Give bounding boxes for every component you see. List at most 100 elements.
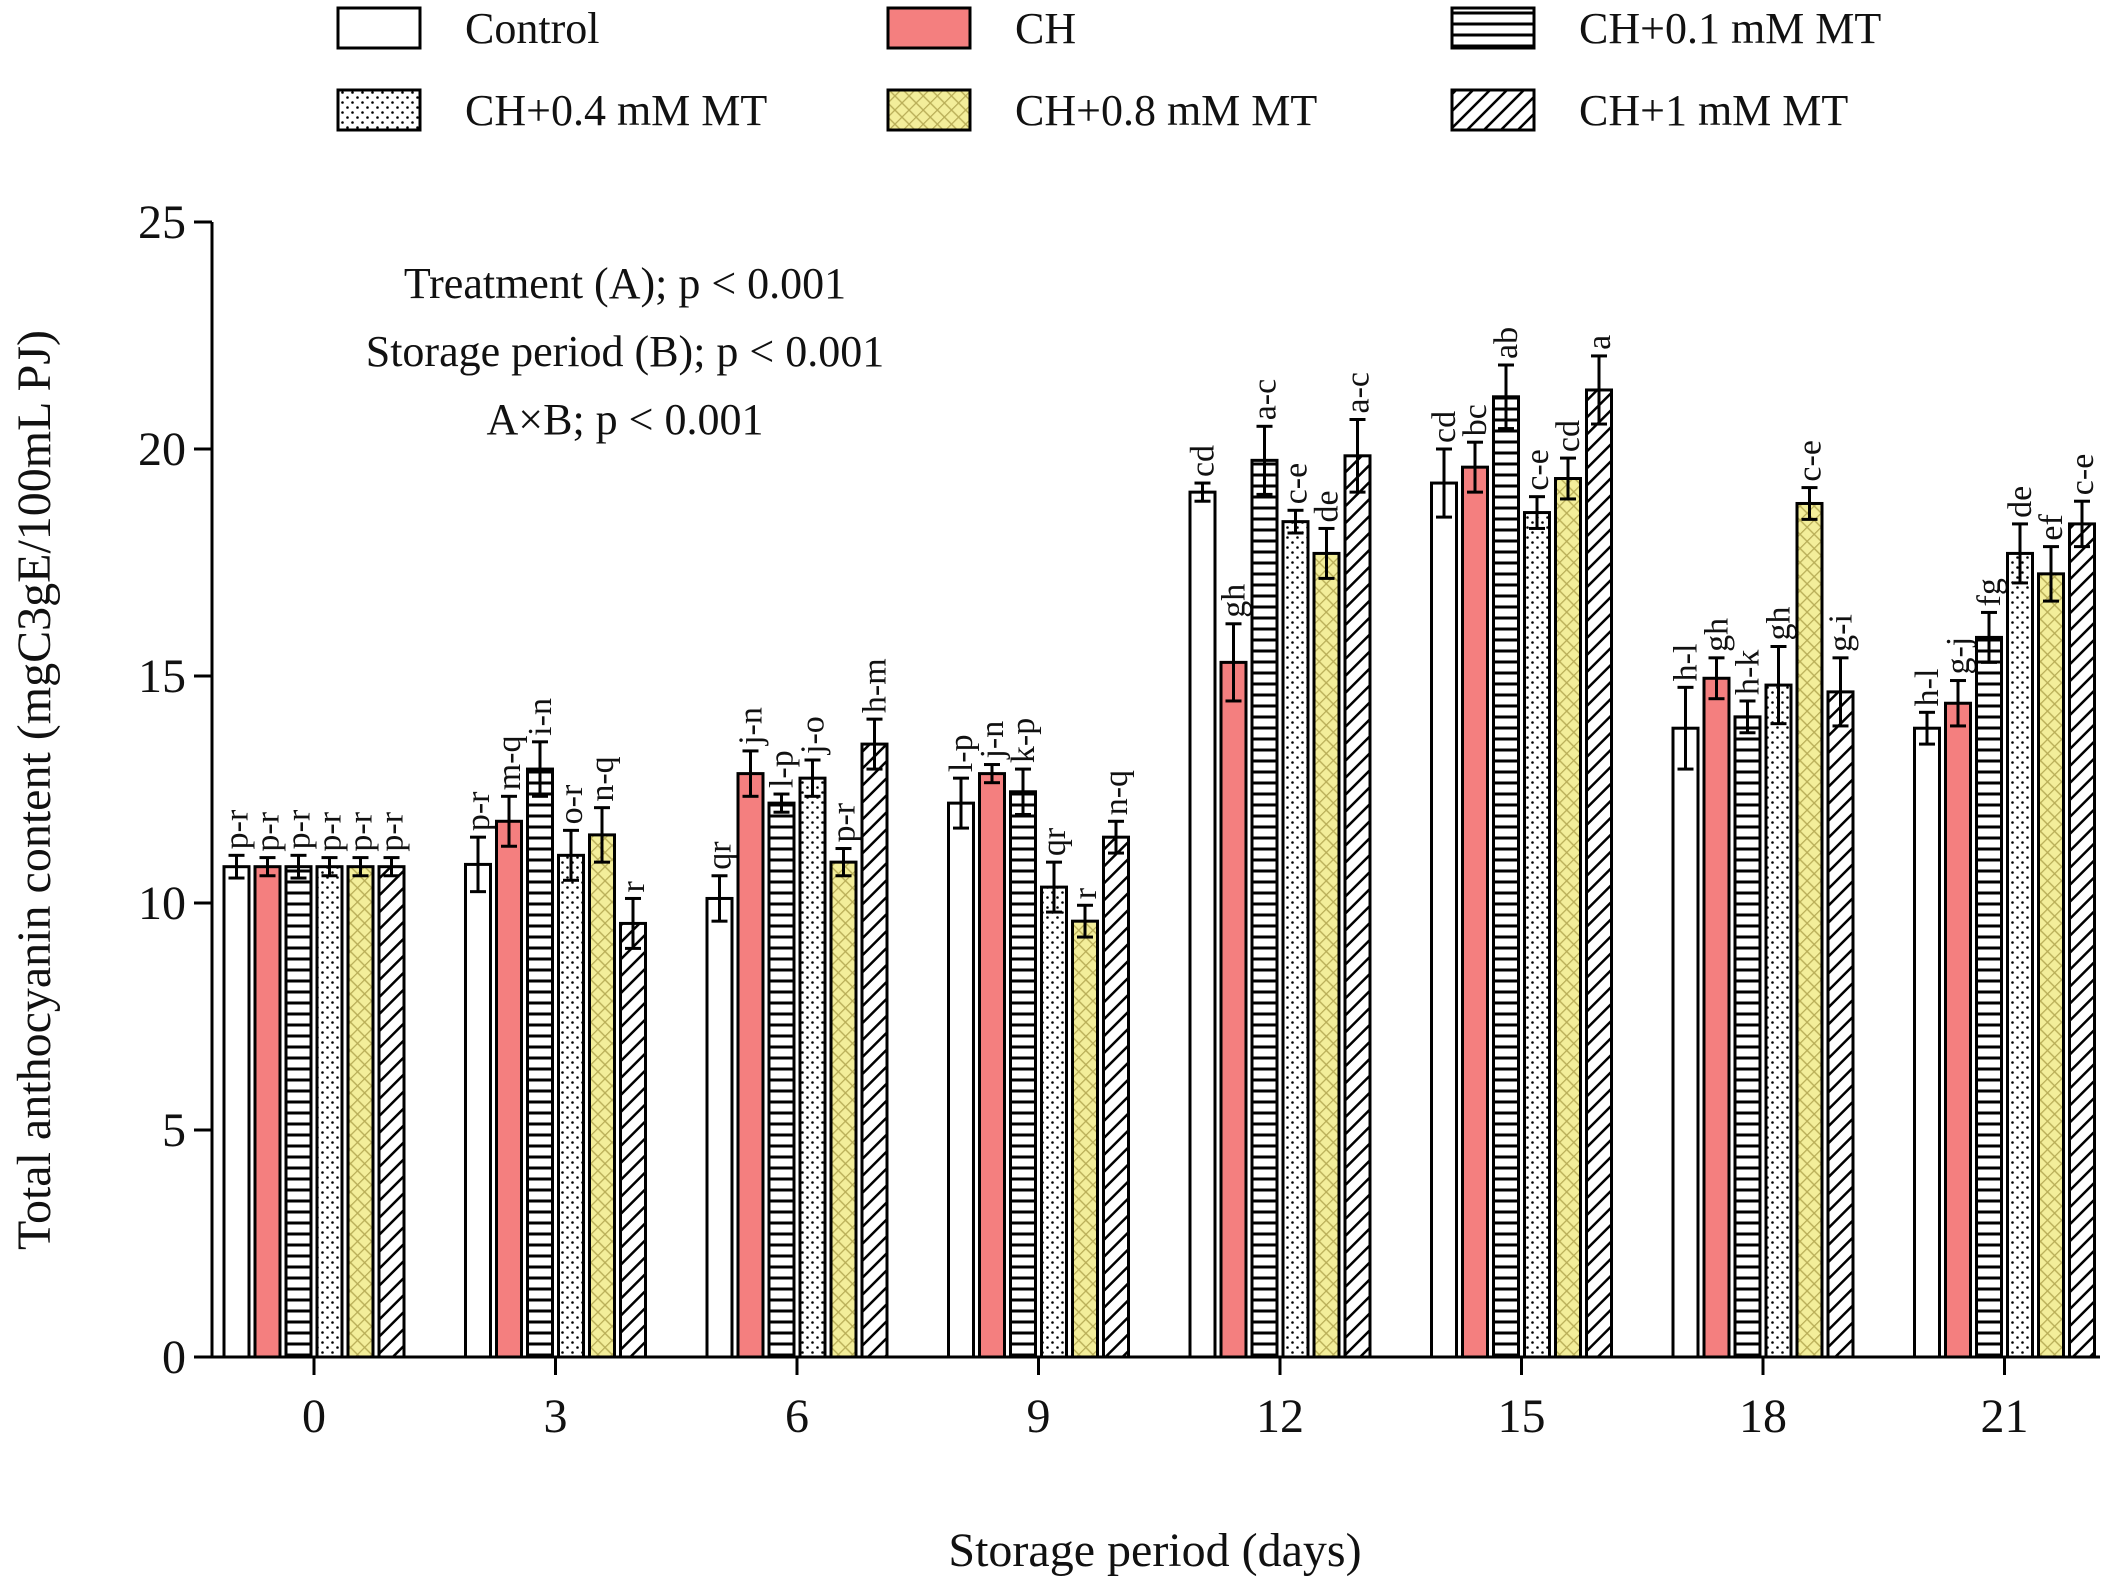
significance-letter: l-p [764,750,801,788]
significance-letter: l-p [943,734,980,772]
bar [495,819,523,1359]
bar [526,767,554,1359]
bar [1188,490,1217,1359]
significance-letter: n-q [1098,770,1135,815]
legend-swatch [336,88,422,132]
bar [346,865,375,1359]
bar [767,801,796,1359]
legend-label: CH+0.8 mM MT [1015,86,1317,135]
bar [253,865,282,1359]
series-5: p-r r h-m n-q a-c a g-i c-e [374,335,2101,1359]
bar [978,772,1006,1359]
statistics-annotations: Treatment (A); p < 0.001 Storage period (… [366,259,885,444]
significance-letter: h-m [857,658,894,713]
significance-letter: p-r [374,811,411,851]
bar [2068,522,2096,1359]
bar [736,772,765,1359]
bar [284,865,313,1359]
bar [222,865,251,1359]
bar [1523,511,1551,1359]
significance-letter: gh [1761,606,1798,640]
significance-letter: k-p [1005,718,1042,763]
significance-letter: cd [1185,445,1222,477]
bar [557,853,585,1359]
legend: Control CH CH+0.1 mM MT CH+0.4 mM MT CH+0.8 … [336,4,1881,135]
significance-letter: a-c [1247,379,1284,421]
y-tick-label: 20 [138,423,186,476]
significance-letter: fg [1971,578,2008,606]
legend-label: CH [1015,4,1076,53]
bar [947,801,975,1359]
x-tick-label: 15 [1498,1390,1546,1443]
significance-letter: o-r [553,784,590,824]
significance-letter: gh [1216,584,1253,618]
significance-letter: a [1581,335,1618,350]
legend-swatch [1450,88,1536,132]
bar [588,833,616,1359]
bar [1826,690,1855,1359]
bar [2006,551,2034,1359]
legend-item: CH [886,4,1076,53]
x-axis-title: Storage period (days) [948,1524,1361,1577]
legend-label: CH+0.4 mM MT [465,86,767,135]
significance-letter: c-e [1792,440,1829,482]
significance-letter: r [615,880,652,892]
significance-letter: a-c [1340,372,1377,414]
significance-letter: p-r [250,811,287,851]
bar [464,862,492,1359]
bar [860,742,889,1359]
significance-letter: p-r [281,809,318,849]
bar [1585,388,1613,1359]
significance-letter: r [1067,887,1104,899]
significance-letter: j-o [795,716,832,755]
annotation-line: Treatment (A); p < 0.001 [404,259,846,308]
significance-letter: j-n [733,707,770,746]
bar [1040,885,1068,1359]
legend-label: CH+0.1 mM MT [1579,4,1881,53]
significance-letter: ef [2033,514,2070,541]
significance-letter: p-r [219,809,256,849]
legend-swatch [336,6,422,50]
significance-letter: g-j [1940,637,1977,675]
bar [1430,481,1458,1359]
x-tick-label: 9 [1027,1390,1051,1443]
y-tick-label: 5 [162,1104,186,1157]
x-tick-label: 0 [302,1390,326,1443]
x-tick-label: 12 [1256,1390,1304,1443]
legend-swatch [886,6,972,50]
legend-item: CH+1 mM MT [1450,86,1848,135]
bar [705,896,734,1359]
legend-item: CH+0.4 mM MT [336,86,767,135]
significance-letter: i-n [522,698,559,736]
significance-letter: j-n [974,721,1011,760]
legend-item: CH+0.8 mM MT [886,86,1317,135]
y-tick-label: 10 [138,877,186,930]
legend-swatch [886,88,972,132]
legend-item: Control [336,4,599,53]
x-tick-label: 21 [1981,1390,2029,1443]
bar [1312,551,1341,1359]
series-2: p-r i-n l-p k-p a-c ab h-k fg [281,327,2008,1359]
bar [1671,726,1700,1359]
significance-letter: cd [1550,420,1587,452]
bar [1281,520,1310,1359]
bar [377,865,406,1359]
bar [1733,715,1762,1359]
y-tick-label: 15 [138,650,186,703]
bar [798,776,827,1359]
bar [1102,835,1130,1359]
significance-letter: n-q [584,756,621,801]
significance-letter: bc [1457,404,1494,436]
bar [1702,676,1731,1359]
significance-letter: gh [1699,618,1736,652]
series-3: p-r o-r j-o qr c-e c-e gh de [312,449,2039,1359]
significance-letter: cd [1426,411,1463,443]
significance-letter: g-i [1823,614,1860,652]
significance-letter: de [1309,490,1346,522]
legend-label: Control [465,4,599,53]
bar [1913,726,1941,1359]
significance-letter: h-l [1909,669,1946,707]
